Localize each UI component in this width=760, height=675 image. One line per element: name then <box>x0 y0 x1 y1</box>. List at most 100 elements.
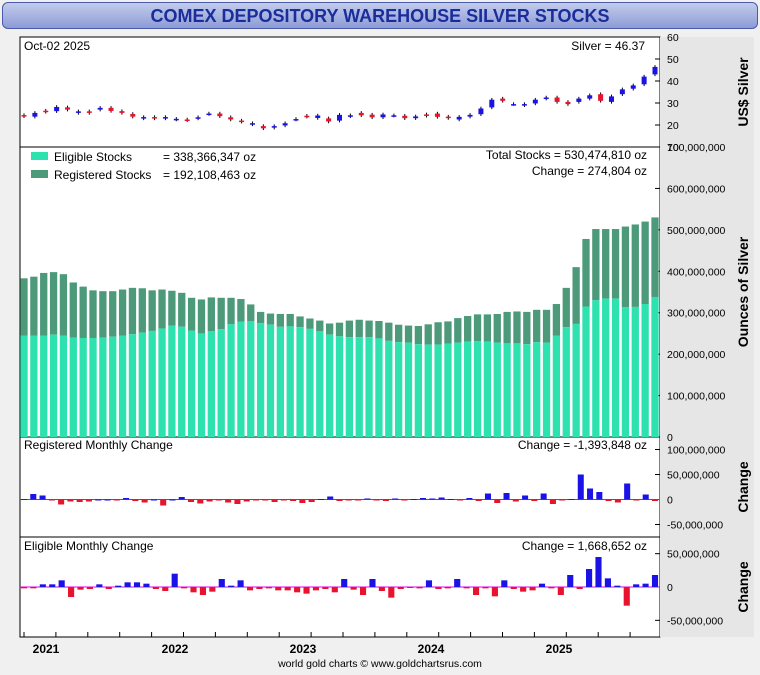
registered-change-bar <box>587 488 594 500</box>
eligible-bar <box>178 326 186 437</box>
registered-change-bar <box>178 497 185 500</box>
registered-bar <box>493 313 501 343</box>
eligible-bar <box>513 343 521 437</box>
eligible-change-bar <box>256 587 263 589</box>
candle-body <box>108 107 114 111</box>
registered-bar <box>49 272 58 335</box>
stocks-change-label: Change = 274,804 oz <box>532 164 647 178</box>
registered-bar <box>148 290 156 331</box>
registered-bar <box>79 286 87 338</box>
registered-bar <box>523 311 531 345</box>
eligible-bar <box>79 337 87 437</box>
eligible-change-axis-tick-label: 0 <box>667 582 673 594</box>
registered-change-axis-tick-label: 100,000,000 <box>667 445 726 457</box>
eligible-change-bar <box>96 584 103 587</box>
eligible-change-bar <box>341 579 348 587</box>
registered-bar <box>533 309 541 343</box>
eligible-change-bar <box>284 587 291 591</box>
eligible-bar <box>69 337 77 437</box>
candle-body <box>565 101 571 105</box>
registered-bar <box>178 292 186 327</box>
eligible-change-bar <box>576 587 583 589</box>
eligible-change-bar <box>331 587 338 593</box>
eligible-change-bar <box>30 587 37 589</box>
eligible-change-bar <box>529 587 536 591</box>
candle-body <box>445 116 451 119</box>
eligible-change-bar <box>58 580 65 587</box>
eligible-change-bar <box>520 587 527 592</box>
eligible-change-bar <box>171 573 178 587</box>
eligible-bar <box>335 336 344 437</box>
eligible-bar <box>227 324 235 437</box>
registered-change-bar <box>197 499 204 504</box>
eligible-bar <box>30 335 38 437</box>
registered-bar <box>592 229 600 301</box>
registered-bar <box>473 314 482 342</box>
candle-body <box>32 112 38 117</box>
registered-change-bar <box>188 499 195 502</box>
registered-change-bar <box>160 499 167 506</box>
candle-body <box>260 126 266 129</box>
candle-body <box>532 99 538 104</box>
eligible-bar <box>138 332 146 437</box>
candle-body <box>228 117 234 120</box>
registered-bar <box>158 289 166 329</box>
eligible-change-bar <box>407 587 414 588</box>
eligible-change-bar <box>86 587 93 589</box>
eligible-bar <box>434 344 442 437</box>
candle-body <box>358 112 364 116</box>
stocks-axis-tick-label: 200,000,000 <box>667 349 726 361</box>
eligible-bar <box>562 327 570 437</box>
candle-body <box>173 118 179 121</box>
registered-change-bar <box>67 499 74 502</box>
registered-bar <box>631 224 639 307</box>
eligible-bar <box>296 327 304 437</box>
eligible-change-bar <box>425 580 433 587</box>
candle-body <box>65 107 71 110</box>
eligible-bar <box>247 321 255 437</box>
year-label: 2025 <box>546 642 573 656</box>
candle-body <box>162 117 168 119</box>
registered-change-bar <box>271 499 278 502</box>
registered-bar <box>217 297 225 330</box>
registered-bar <box>582 238 590 307</box>
registered-change-bar <box>522 495 529 500</box>
registered-bar <box>641 221 649 305</box>
eligible-change-bar <box>651 575 659 587</box>
registered-change-bar <box>512 499 519 502</box>
registered-bar <box>256 311 265 324</box>
eligible-change-bar <box>77 587 84 590</box>
registered-change-bar <box>633 499 640 501</box>
eligible-change-bar <box>435 587 442 589</box>
candle-body <box>304 115 310 118</box>
eligible-change-bar <box>68 587 75 597</box>
eligible-change-bar <box>586 569 593 587</box>
registered-change-bar <box>299 499 306 503</box>
eligible-bar <box>59 335 68 437</box>
eligible-bar <box>464 341 472 437</box>
eligible-bar <box>631 306 639 437</box>
eligible-change-bar <box>218 579 225 587</box>
candle-body <box>369 114 375 118</box>
eligible-bar <box>424 344 432 437</box>
eligible-bar <box>414 344 423 437</box>
registered-bar <box>168 290 176 326</box>
registered-bar <box>306 318 314 329</box>
price-axis-tick-label: 60 <box>667 32 679 44</box>
eligible-change-bar <box>162 587 169 591</box>
eligible-bar <box>523 344 531 437</box>
registered-bar <box>69 282 77 338</box>
eligible-change-bar <box>463 587 470 589</box>
eligible-bar <box>483 341 492 437</box>
registered-bar <box>483 314 492 342</box>
eligible-bar <box>158 328 166 437</box>
candle-body <box>21 115 27 117</box>
eligible-change-bar <box>604 578 611 587</box>
eligible-change-bar <box>152 587 159 589</box>
candle-body <box>467 114 473 117</box>
candle-body <box>337 114 342 121</box>
candle-body <box>402 115 408 119</box>
price-axis-tick-label: 30 <box>667 98 679 110</box>
